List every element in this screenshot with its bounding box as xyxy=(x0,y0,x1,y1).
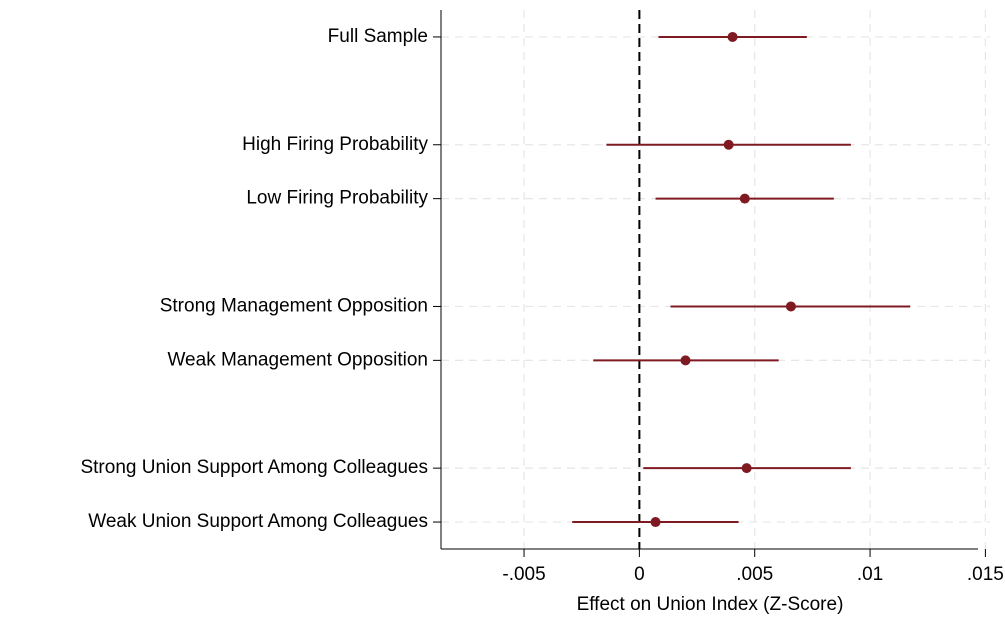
x-tick-label: .005 xyxy=(736,564,773,585)
point-estimate xyxy=(785,301,796,312)
y-tick-label: Strong Union Support Among Colleagues xyxy=(80,457,428,478)
x-axis-title: Effect on Union Index (Z-Score) xyxy=(577,594,844,615)
point-estimate xyxy=(650,517,661,528)
y-tick-label: Weak Union Support Among Colleagues xyxy=(88,511,428,532)
y-tick-label: Full Sample xyxy=(328,26,428,47)
x-tick-label: .01 xyxy=(857,564,883,585)
y-tick-label: High Firing Probability xyxy=(242,134,428,155)
point-estimate xyxy=(680,355,691,366)
x-tick-label: .015 xyxy=(967,564,1004,585)
point-estimate xyxy=(741,463,752,474)
y-tick-label: Weak Management Opposition xyxy=(167,349,428,370)
y-tick-label: Low Firing Probability xyxy=(246,188,428,209)
point-estimate xyxy=(723,139,734,150)
x-tick-label: 0 xyxy=(634,564,645,585)
point-estimate xyxy=(727,31,738,42)
y-tick-label: Strong Management Opposition xyxy=(160,295,428,316)
point-estimate xyxy=(739,193,750,204)
x-tick-label: -.005 xyxy=(502,564,545,585)
